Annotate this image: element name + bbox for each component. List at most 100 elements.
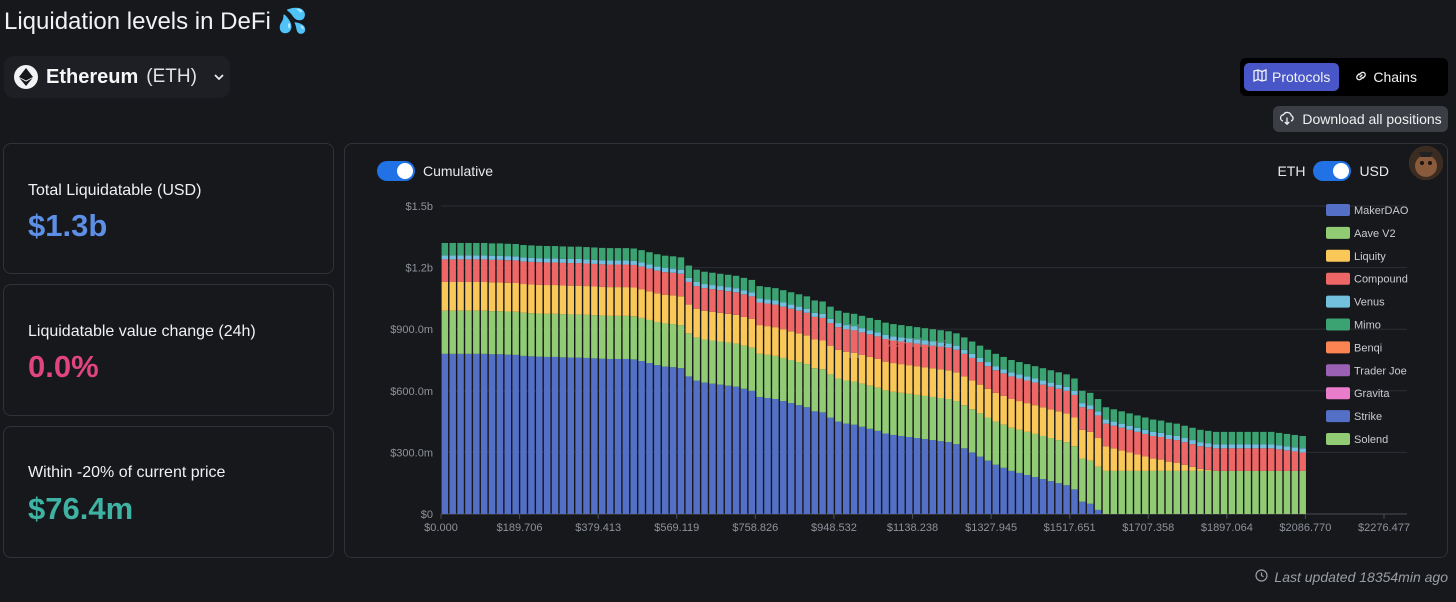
bar-segment xyxy=(567,285,574,315)
bar-segment xyxy=(661,366,669,514)
bar-segment xyxy=(732,343,740,387)
bar-segment xyxy=(709,272,716,286)
bar-segment xyxy=(709,311,716,341)
bar-segment xyxy=(1173,470,1181,514)
avatar[interactable] xyxy=(1409,146,1443,180)
bar-segment xyxy=(677,269,685,274)
x-tick-label: $1327.945 xyxy=(965,522,1017,534)
bar-segment xyxy=(504,354,512,514)
bar-segment xyxy=(1110,421,1118,426)
bar-segment xyxy=(449,353,456,514)
bar-segment xyxy=(1142,429,1149,434)
bar-segment xyxy=(1299,452,1306,471)
bar-segment xyxy=(551,356,559,514)
bar-segment xyxy=(496,255,504,260)
legend-item: Liquity xyxy=(1326,249,1386,263)
bar-segment xyxy=(1268,470,1275,514)
bar-segment xyxy=(929,329,937,342)
unit-toggle[interactable] xyxy=(1313,161,1352,181)
bar-segment xyxy=(835,421,842,514)
bar-segment xyxy=(449,281,456,311)
bar-segment xyxy=(575,314,582,358)
bar-segment xyxy=(992,464,999,514)
bar-segment xyxy=(1197,446,1204,469)
bar-segment xyxy=(488,282,496,312)
bar-segment xyxy=(929,345,937,369)
bar-segment xyxy=(677,273,685,297)
bar-segment xyxy=(984,460,992,514)
bar-segment xyxy=(984,388,992,418)
legend-swatch xyxy=(1326,204,1350,216)
token-selector[interactable]: Ethereum (ETH) xyxy=(4,56,230,98)
bar-segment xyxy=(528,245,535,258)
bar-segment xyxy=(756,286,763,299)
bar-segment xyxy=(543,258,551,263)
chevron-down-icon xyxy=(213,73,225,81)
bar-segment xyxy=(1094,438,1102,467)
bar-segment xyxy=(661,323,669,367)
chains-button[interactable]: Chains xyxy=(1345,63,1426,91)
bar-segment xyxy=(921,328,929,341)
bar-segment xyxy=(1149,431,1157,436)
bar-segment xyxy=(898,325,905,338)
bar-segment xyxy=(1197,470,1204,514)
bar-segment xyxy=(661,255,669,269)
bar-segment xyxy=(1008,427,1015,471)
bar-segment xyxy=(614,315,622,359)
bar-segment xyxy=(1024,403,1031,432)
bar-segment xyxy=(1299,448,1306,453)
bar-segment xyxy=(732,386,740,514)
stat-value: $76.4m xyxy=(28,491,134,526)
bar-segment xyxy=(646,268,653,292)
protocols-button[interactable]: Protocols xyxy=(1244,63,1340,91)
bar-segment xyxy=(874,358,881,388)
bar-segment xyxy=(701,271,708,285)
bar-segment xyxy=(1291,434,1299,448)
bar-segment xyxy=(488,311,496,355)
bar-segment xyxy=(1126,425,1133,430)
legend-swatch xyxy=(1326,387,1350,400)
legend-label: Solend xyxy=(1354,434,1388,446)
view-toggle: Protocols Chains xyxy=(1240,58,1448,96)
bar-segment xyxy=(536,313,543,357)
bar-segment xyxy=(1086,392,1094,406)
bar-segment xyxy=(1212,444,1220,449)
bar-segment xyxy=(1173,435,1181,441)
bar-segment xyxy=(724,385,732,514)
bar-segment xyxy=(976,345,984,358)
bar-segment xyxy=(567,263,574,286)
bar-segment xyxy=(669,272,677,296)
legend-swatch xyxy=(1326,364,1350,377)
bar-segment xyxy=(1205,430,1212,444)
bar-segment xyxy=(1283,450,1291,471)
bar-segment xyxy=(1047,481,1055,514)
legend-label: Venus xyxy=(1354,297,1385,309)
liquidation-chart-card: $0 $300.0m $600.0m $900.0m $1.2b $1.5b $0.000 $… xyxy=(344,143,1448,558)
bar-segment xyxy=(693,286,700,309)
bar-segment xyxy=(630,316,637,360)
bar-segment xyxy=(1055,372,1062,385)
bar-segment xyxy=(441,242,449,256)
download-all-positions-button[interactable]: Download all positions xyxy=(1273,106,1448,132)
bar-segment xyxy=(795,362,803,406)
bar-segment xyxy=(654,254,661,267)
bar-segment xyxy=(772,288,779,301)
bar-segment xyxy=(1063,386,1070,391)
bar-segment xyxy=(614,264,622,288)
bar-segment xyxy=(724,291,732,314)
bar-segment xyxy=(1181,470,1188,514)
bar-segment xyxy=(724,274,732,288)
bar-segment xyxy=(961,349,968,354)
bar-segment xyxy=(614,248,622,261)
bar-segment xyxy=(937,369,944,398)
bar-segment xyxy=(1126,429,1133,453)
bar-segment xyxy=(929,341,937,346)
bar-segment xyxy=(1283,470,1291,514)
bar-segment xyxy=(1008,376,1015,400)
bar-segment xyxy=(1205,447,1212,470)
cumulative-toggle[interactable] xyxy=(377,161,415,181)
bar-segment xyxy=(976,413,984,457)
bar-segment xyxy=(661,268,669,273)
bar-segment xyxy=(905,342,913,366)
bar-segment xyxy=(520,261,527,285)
